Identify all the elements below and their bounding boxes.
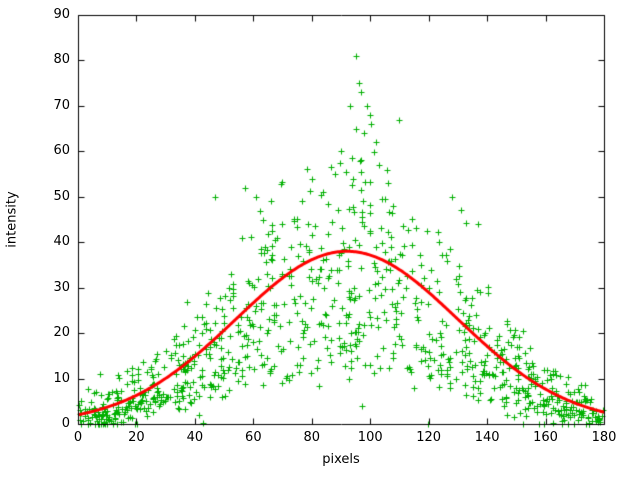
y-tick-label: 10 xyxy=(53,370,70,386)
y-tick-label: 70 xyxy=(53,97,70,113)
x-axis-title: pixels xyxy=(322,452,360,467)
y-tick-label: 80 xyxy=(53,52,70,68)
y-axis-title-wrap: intensity xyxy=(2,15,22,424)
x-tick-label: 160 xyxy=(533,430,558,445)
x-tick-label: 60 xyxy=(245,430,262,445)
y-tick-label: 20 xyxy=(53,325,70,341)
y-axis-title: intensity xyxy=(4,191,20,248)
x-tick-label: 20 xyxy=(128,430,145,445)
x-tick-label: 120 xyxy=(416,430,442,445)
y-tick-label: 90 xyxy=(53,7,70,22)
x-tick-label: 140 xyxy=(474,430,500,445)
x-tick-label: 40 xyxy=(186,430,204,445)
y-tick-label: 40 xyxy=(53,234,70,250)
y-tick-label: 50 xyxy=(53,188,70,204)
x-tick-label: 100 xyxy=(357,430,383,445)
y-tick-label: 0 xyxy=(61,416,70,431)
x-tick-label: 80 xyxy=(303,430,321,445)
x-tick-label: 180 xyxy=(591,430,617,445)
y-tick-label: 60 xyxy=(53,143,70,159)
x-tick-label: 0 xyxy=(73,430,83,445)
y-tick-label: 30 xyxy=(53,279,70,295)
